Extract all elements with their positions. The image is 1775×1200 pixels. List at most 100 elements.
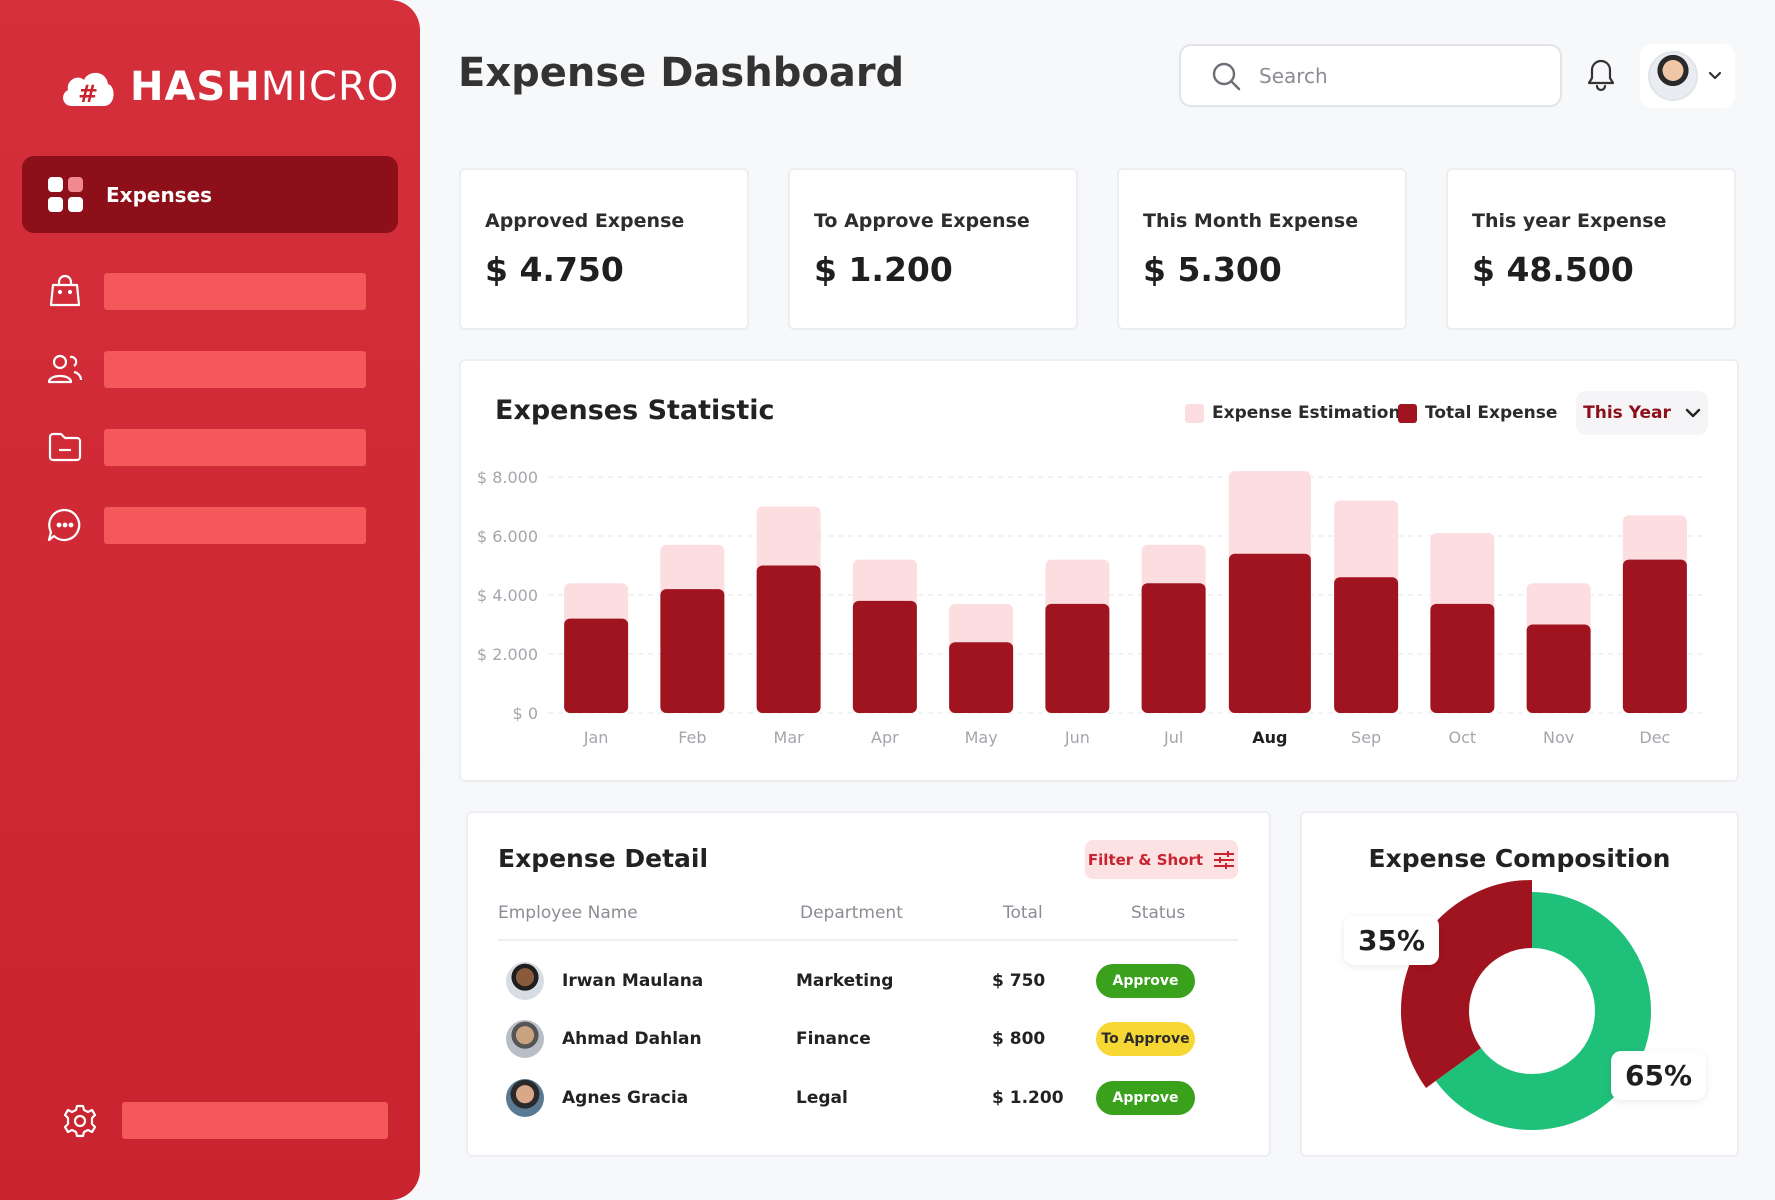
x-tick-label: Aug xyxy=(1252,728,1287,747)
sidebar-item-shopping[interactable] xyxy=(46,272,366,310)
sidebar-item-placeholder xyxy=(104,350,366,388)
legend-estimation: Expense Estimation xyxy=(1185,403,1401,423)
users-icon xyxy=(47,354,83,384)
detail-title: Expense Detail xyxy=(498,844,709,873)
kpi-title: This year Expense xyxy=(1472,210,1667,232)
column-header-status: Status xyxy=(1131,903,1186,923)
kpi-card-to-approve: To Approve Expense $ 1.200 xyxy=(788,168,1078,330)
profile-menu[interactable] xyxy=(1640,44,1735,108)
y-tick-label: $ 6.000 xyxy=(477,527,538,546)
y-tick-label: $ 0 xyxy=(513,704,538,723)
period-dropdown[interactable]: This Year xyxy=(1576,391,1708,435)
x-tick-label: Dec xyxy=(1639,728,1670,747)
bar-total-feb xyxy=(660,589,725,713)
column-header-employee: Employee Name xyxy=(498,903,638,923)
sidebar-item-placeholder xyxy=(104,506,366,544)
expenses-statistic-card: $ 0 $ 2.000 $ 4.000 $ 6.000 $ 8.000 Jan Feb Mar… xyxy=(459,359,1739,782)
kpi-card-this-month: This Month Expense $ 5.300 xyxy=(1117,168,1407,330)
column-header-department: Department xyxy=(800,903,903,923)
x-tick-label: Feb xyxy=(678,728,706,747)
kpi-card-this-year: This year Expense $ 48.500 xyxy=(1446,168,1736,330)
x-tick-label: Sep xyxy=(1351,728,1381,747)
notification-button[interactable] xyxy=(1586,58,1616,96)
table-row[interactable]: Ahmad Dahlan Finance $ 800 To Approve xyxy=(506,1017,1238,1061)
header-divider xyxy=(498,939,1238,941)
composition-title: Expense Composition xyxy=(1368,844,1671,873)
shopping-bag-icon xyxy=(49,274,81,307)
bar-total-sep xyxy=(1334,577,1399,713)
dashboard-grid-icon xyxy=(48,176,83,212)
bar-total-oct xyxy=(1430,603,1495,713)
filter-label: Filter & Short xyxy=(1087,850,1204,869)
period-label: This Year xyxy=(1583,403,1671,423)
sidebar: # HASHMICRO Expenses xyxy=(0,0,420,1200)
x-tick-label: Mar xyxy=(774,728,805,747)
bar-total-jan xyxy=(564,618,629,713)
x-tick-label: Nov xyxy=(1543,728,1574,747)
chat-icon xyxy=(47,508,81,542)
department: Finance xyxy=(796,1029,871,1049)
table-row[interactable]: Irwan Maulana Marketing $ 750 Approve xyxy=(506,959,1238,1003)
table-row[interactable]: Agnes Gracia Legal $ 1.200 Approve xyxy=(506,1076,1238,1120)
composition-label-65: 65% xyxy=(1611,1051,1707,1100)
brand-name: HASHMICRO xyxy=(130,64,400,110)
x-tick-label: Apr xyxy=(871,728,899,747)
search-input[interactable] xyxy=(1259,63,1519,88)
expense-detail-card: Expense Detail Filter & Short Employee N… xyxy=(466,811,1271,1157)
bar-total-apr xyxy=(852,600,917,713)
donut-slice-65 xyxy=(1435,892,1651,1130)
kpi-value: $ 1.200 xyxy=(814,250,953,289)
avatar xyxy=(1648,51,1698,101)
sidebar-item-settings[interactable] xyxy=(62,1102,388,1139)
folder-icon xyxy=(48,432,82,462)
svg-text:#: # xyxy=(78,80,98,108)
sidebar-item-label: Expenses xyxy=(106,182,213,207)
total: $ 750 xyxy=(992,971,1046,991)
avatar xyxy=(506,1079,544,1117)
composition-label-35: 35% xyxy=(1344,916,1440,965)
kpi-value: $ 4.750 xyxy=(485,250,624,289)
status-badge[interactable]: Approve xyxy=(1096,964,1195,998)
brand-logo[interactable]: # HASHMICRO xyxy=(58,64,399,110)
bar-total-jun xyxy=(1045,603,1110,713)
sidebar-item-users[interactable] xyxy=(46,350,366,388)
sidebar-item-chat[interactable] xyxy=(46,506,366,544)
kpi-title: To Approve Expense xyxy=(814,210,1030,232)
sidebar-item-placeholder xyxy=(104,428,366,466)
bar-total-dec xyxy=(1622,559,1687,713)
sidebar-item-expenses[interactable]: Expenses xyxy=(22,156,398,233)
page-title: Expense Dashboard xyxy=(458,50,905,96)
status-badge[interactable]: To Approve xyxy=(1096,1022,1195,1056)
department: Marketing xyxy=(796,971,894,991)
sidebar-item-placeholder xyxy=(122,1102,388,1139)
chevron-down-icon xyxy=(1685,408,1701,418)
y-tick-label: $ 2.000 xyxy=(477,645,538,664)
legend-swatch xyxy=(1185,403,1204,423)
expenses-bar-chart: $ 0 $ 2.000 $ 4.000 $ 6.000 $ 8.000 Jan Feb Mar… xyxy=(477,468,1703,747)
bar-total-may xyxy=(949,642,1014,713)
legend-label: Expense Estimation xyxy=(1212,403,1401,423)
sidebar-item-folder[interactable] xyxy=(46,428,366,466)
search-icon xyxy=(1212,62,1241,90)
employee-name: Ahmad Dahlan xyxy=(562,1029,702,1049)
employee-name: Agnes Gracia xyxy=(562,1088,689,1108)
chevron-down-icon xyxy=(1708,71,1722,80)
legend-total: Total Expense xyxy=(1398,403,1557,423)
bar-total-jul xyxy=(1141,583,1206,713)
x-tick-label: Jun xyxy=(1064,728,1090,747)
legend-label: Total Expense xyxy=(1425,403,1558,423)
y-tick-label: $ 8.000 xyxy=(477,468,538,487)
y-tick-label: $ 4.000 xyxy=(477,586,538,605)
composition-donut-chart xyxy=(1401,880,1651,1130)
total: $ 1.200 xyxy=(992,1088,1064,1108)
legend-swatch xyxy=(1398,403,1417,423)
sliders-icon xyxy=(1214,850,1235,869)
search-box[interactable] xyxy=(1179,44,1562,107)
status-badge[interactable]: Approve xyxy=(1096,1081,1195,1115)
filter-sort-button[interactable]: Filter & Short xyxy=(1085,840,1238,879)
kpi-value: $ 48.500 xyxy=(1472,250,1634,289)
bar-total-mar xyxy=(756,565,821,713)
column-header-total: Total xyxy=(1003,903,1043,923)
total: $ 800 xyxy=(992,1029,1046,1049)
expense-composition-card: Expense Composition 35% 65% xyxy=(1300,811,1739,1157)
